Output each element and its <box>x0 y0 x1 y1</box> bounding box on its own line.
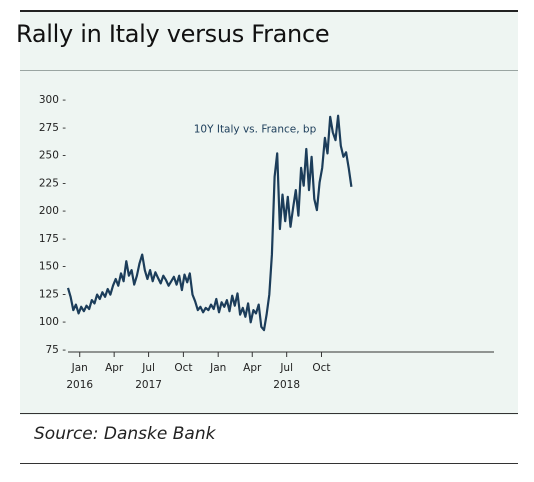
chart-panel <box>20 10 518 415</box>
x-tick-label: Apr <box>105 362 124 374</box>
y-tick-label: 100 - <box>39 316 66 328</box>
series-layer: 10Y Italy vs. France, bp <box>66 114 353 332</box>
chart-title: Rally in Italy versus France <box>16 20 330 48</box>
y-axis: 75 - 100 - 125 - 150 - 175 - 200 - 225 - 250 - 2… <box>39 94 66 356</box>
series-label: 10Y Italy vs. France, bp <box>194 123 317 135</box>
x-tick-label: Jul <box>279 362 293 374</box>
x-year-label: 2016 <box>66 379 93 391</box>
y-tick-label: 150 - <box>39 261 66 273</box>
y-tick-label: 125 - <box>39 288 66 300</box>
x-axis: Jan 2016 Apr Jul 2017 Oct Jan Apr Jul 2018 Oct <box>66 351 494 391</box>
y-tick-label: 300 - <box>39 94 66 106</box>
x-year-label: 2017 <box>135 379 162 391</box>
x-tick-label: Jan <box>71 362 88 374</box>
y-tick-label: 225 - <box>39 177 66 189</box>
y-tick-label: 200 - <box>39 205 66 217</box>
y-tick-label: 175 - <box>39 233 66 245</box>
x-tick-label: Jul <box>141 362 155 374</box>
x-tick-label: Oct <box>312 362 330 374</box>
line-chart: 75 - 100 - 125 - 150 - 175 - 200 - 225 - 250 - 2… <box>39 94 494 391</box>
series-line <box>66 114 353 332</box>
title-divider <box>20 70 518 71</box>
bottom-rule <box>20 463 518 464</box>
y-tick-label: 75 - <box>46 344 67 356</box>
y-tick-label: 250 - <box>39 150 66 162</box>
x-year-label: 2018 <box>273 379 300 391</box>
x-tick-label: Jan <box>209 362 226 374</box>
x-tick-label: Apr <box>243 362 262 374</box>
source-divider <box>20 413 518 414</box>
y-tick-label: 275 - <box>39 122 66 134</box>
source-note: Source: Danske Bank <box>34 424 216 444</box>
x-tick-label: Oct <box>174 362 192 374</box>
